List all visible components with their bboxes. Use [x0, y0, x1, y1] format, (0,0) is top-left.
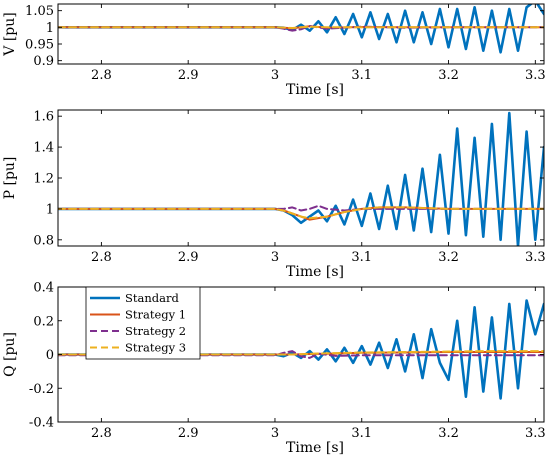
voltage-ytick-label: 1 [46, 21, 54, 36]
power-xtick-label: 3 [271, 250, 279, 265]
voltage-xtick-label: 2.8 [91, 68, 112, 83]
voltage-line-strategy3 [58, 25, 544, 29]
voltage-ytick-label: 0.9 [33, 54, 54, 69]
reactive-xtick-label: 3.2 [438, 426, 459, 441]
reactive-ytick-label: 0 [46, 348, 54, 363]
reactive-xlabel: Time [s] [286, 440, 344, 456]
voltage-ylabel: V [pu] [2, 12, 18, 56]
power-xtick-label: 3.3 [525, 250, 546, 265]
reactive-ytick-label: -0.2 [29, 382, 54, 397]
power-xtick-label: 2.9 [178, 250, 199, 265]
reactive-line-strategy3 [58, 350, 544, 356]
power-series [58, 111, 544, 246]
power-ytick-label: 1.6 [33, 110, 54, 125]
reactive-xtick-label: 3.3 [525, 426, 546, 441]
power-ylabel: P [pu] [2, 157, 18, 200]
voltage-axes-frame [57, 3, 545, 65]
power-xtick-label: 3.1 [351, 250, 372, 265]
power-xtick-label: 3.2 [438, 250, 459, 265]
power-ytick-label: 1 [46, 202, 54, 217]
reactive-xtick-label: 2.8 [91, 426, 112, 441]
voltage-xtick-label: 3.2 [438, 68, 459, 83]
power-ytick-label: 0.8 [33, 233, 54, 248]
power-ytick-label: 1.4 [33, 141, 54, 156]
voltage-ytick-label: 0.95 [25, 38, 54, 53]
voltage-xtick-label: 3.3 [525, 68, 546, 83]
power-xtick-label: 2.8 [91, 250, 112, 265]
reactive-panel: 2.8 2.9 3 3.1 3.2 3.3 -0.4 -0.2 0 0.2 0.4 Time [s] Q… [2, 281, 546, 457]
power-line-standard [58, 111, 544, 246]
reactive-xtick-label: 3.1 [351, 426, 372, 441]
voltage-series [58, 4, 544, 54]
power-panel: 2.8 2.9 3 3.1 3.2 3.3 0.8 1 1.2 1.4 1.6 Time [s] P [… [2, 109, 546, 280]
legend-label-strategy3: Strategy 3 [125, 341, 186, 355]
legend: Standard Strategy 1 Strategy 2 Strategy 3 [85, 286, 201, 360]
reactive-series [58, 299, 544, 400]
legend-label-strategy1: Strategy 1 [125, 308, 186, 322]
power-ytick-label: 1.2 [33, 172, 54, 187]
legend-label-standard: Standard [125, 291, 179, 305]
reactive-xtick-label: 2.9 [178, 426, 199, 441]
voltage-panel: 2.8 2.9 3 3.1 3.2 3.3 0.90.95 1 1.05 Time [s] V [p… [2, 3, 546, 98]
reactive-ylabel: Q [pu] [2, 332, 18, 377]
voltage-ytick-label: 1.05 [25, 4, 54, 19]
reactive-ytick-label: -0.4 [29, 416, 54, 431]
reactive-ytick-label: 0.4 [33, 281, 54, 296]
voltage-xlabel: Time [s] [286, 82, 344, 98]
reactive-xtick-label: 3 [271, 426, 279, 441]
power-xlabel: Time [s] [286, 264, 344, 280]
power-line-strategy3 [58, 206, 544, 220]
legend-label-strategy2: Strategy 2 [125, 324, 186, 338]
voltage-xtick-label: 3.1 [351, 68, 372, 83]
voltage-xtick-label: 3 [271, 68, 279, 83]
reactive-ytick-label: 0.2 [33, 314, 54, 329]
voltage-xtick-label: 2.9 [178, 68, 199, 83]
